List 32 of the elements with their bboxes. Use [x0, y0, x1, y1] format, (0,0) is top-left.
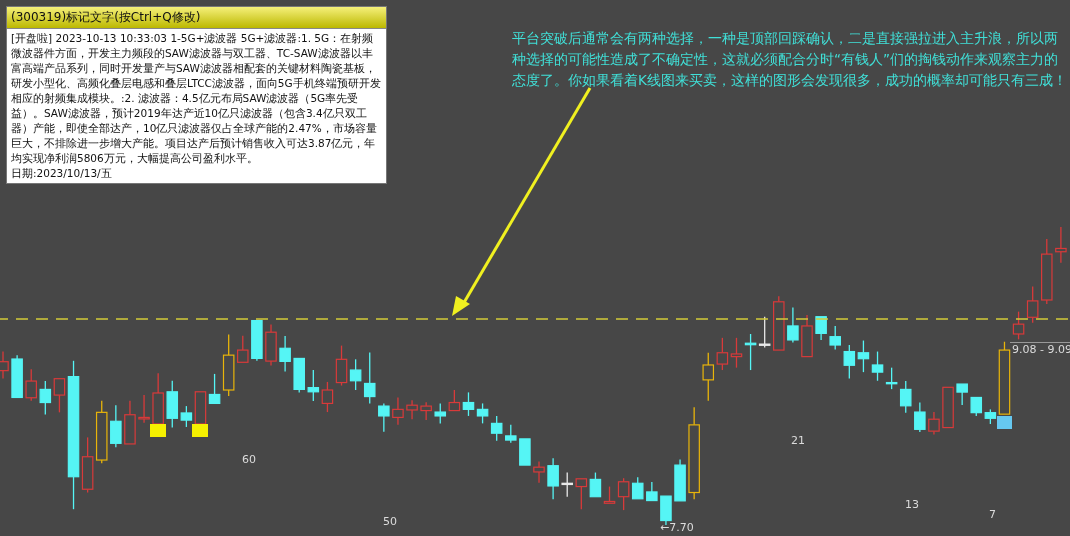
annotation: 7 — [989, 508, 996, 521]
candlestick — [152, 372, 164, 425]
text: 平台突破后通常会有两种选择，一种是顶部回踩确认，二是直接强拉进入主升浪，所以两种选择的可能性造成了不确定性，这就必须配合分时“有钱人”们的掏钱动作来观察主力的态度了。你如果看着K线图来买卖，这样的图形会发现很多，成功的概率却可能只有三成！ — [512, 29, 1068, 90]
candlestick — [533, 460, 545, 484]
candlestick — [575, 478, 588, 510]
candlestick — [942, 386, 954, 429]
annotation: 60 — [242, 453, 256, 466]
candlestick — [660, 495, 672, 525]
candlestick — [392, 396, 404, 426]
candlestick — [801, 314, 813, 358]
candlestick — [279, 335, 291, 373]
candlestick — [265, 323, 277, 367]
candlestick — [787, 306, 799, 344]
candlestick — [1055, 227, 1067, 264]
candlestick — [406, 399, 418, 420]
annotation: 50 — [383, 515, 397, 528]
candlestick — [194, 391, 207, 425]
annotation: 13 — [905, 498, 919, 511]
annotation: ←7.70 — [660, 521, 694, 534]
candlestick — [208, 373, 221, 405]
candlestick — [138, 394, 150, 424]
candlestick — [11, 354, 23, 399]
text: 日期:2023/10/13/五 — [10, 166, 113, 181]
candlestick — [547, 457, 559, 501]
text: (300319)标记文字(按Ctrl+Q修改) — [7, 7, 386, 29]
text: [开盘啦] 2023-10-13 10:33:03 1-5G+滤波器 5G+滤波器:1. 5G：在射频微波器件方面，开发主力频段的SAW滤波器与双工器、TC-SAW滤波器以丰富高端产品系列，同时开发量产与SAW滤波器相配套的关键材料陶瓷基板，研发小型化、高频化叠层电感和叠层LTCC滤波器，面向5G手机终端预研开发相应的射频集成模块。:2. 滤波器：4.5亿元布局SAW滤波器（5G率先受益）。SAW滤波器，预计2019年达产近10亿只滤波器（包含3.4亿只双工器）产能，即使全部达产，10亿只滤波器仅占全球产能的2.47%，市场容量巨大，不排除进一步增大产能。项目达产后预计销售收入可达3.87亿元，年均实现净利润5806万元，大幅提高公司盈利水平。 — [11, 32, 381, 164]
annotation: 21 — [791, 434, 805, 447]
candlestick — [928, 411, 940, 436]
candlestick — [251, 319, 263, 362]
candlestick — [674, 458, 686, 502]
candlestick — [519, 438, 531, 466]
candlestick — [124, 400, 136, 445]
